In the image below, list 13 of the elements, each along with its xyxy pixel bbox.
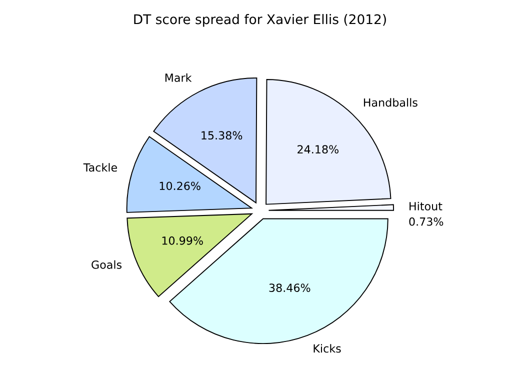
data-label: 15.38%	[202, 131, 242, 140]
slice-label: Tackle	[83, 163, 118, 172]
data-label: 38.46%	[269, 284, 310, 292]
slice-label: Handballs	[364, 98, 418, 107]
data-label: 24.18%	[298, 145, 338, 154]
slice-label: Goals	[92, 260, 122, 269]
data-label: 10.26%	[160, 182, 200, 190]
data-label: 0.73%	[409, 217, 444, 226]
slice-label: Kicks	[314, 344, 341, 353]
slice-label: Mark	[165, 73, 192, 82]
data-label: 10.99%	[162, 236, 203, 245]
chart-title: DT score spread for Xavier Ellis (2012)	[134, 14, 386, 27]
slice-label: Hitout	[410, 202, 442, 210]
